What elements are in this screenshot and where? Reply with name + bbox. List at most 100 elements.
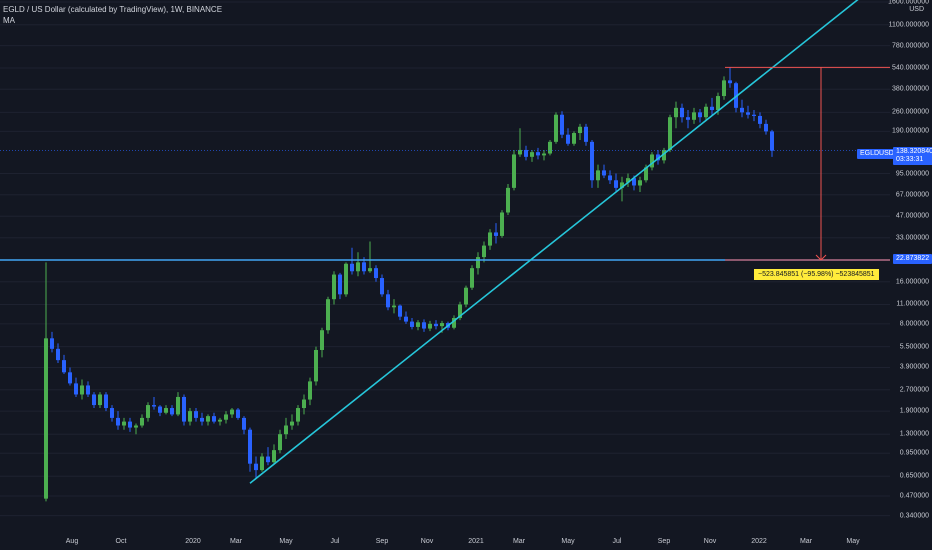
candle-body [170, 408, 174, 415]
price-tick-label: 0.470000 [899, 492, 929, 500]
candle-body [644, 167, 648, 181]
candle-body [548, 141, 552, 154]
candle-body [728, 80, 732, 84]
candle-body [404, 316, 408, 322]
candle-body [290, 421, 294, 426]
candle-body [536, 152, 540, 156]
candle-body [302, 399, 306, 409]
price-tick-label: 16.000000 [895, 278, 929, 286]
candle-body [512, 154, 516, 188]
candle-body [770, 131, 774, 151]
candle-body [146, 405, 150, 418]
candle-body [260, 456, 264, 471]
time-tick-label: Oct [115, 538, 127, 545]
price-tick-label: 1600.000000 [888, 0, 929, 6]
candle-body [194, 411, 198, 418]
candle-body [248, 429, 252, 464]
candle-body [686, 117, 690, 120]
time-tick-label: Nov [703, 538, 717, 545]
price-tick-label: 5.500000 [899, 343, 929, 351]
candle-body [284, 425, 288, 435]
candle-body [542, 153, 546, 156]
candle-body [86, 385, 90, 395]
time-tick-label: Mar [229, 538, 243, 545]
candle-body [152, 405, 156, 407]
candle-body [524, 149, 528, 157]
price-tick-label: 0.950000 [899, 449, 929, 457]
time-tick-label: Sep [657, 538, 671, 545]
indicator-label[interactable]: MA [3, 16, 15, 25]
candle-body [56, 348, 60, 361]
candle-body [614, 180, 618, 188]
candle-body [110, 408, 114, 418]
candle-body [416, 322, 420, 327]
candle-body [320, 330, 324, 350]
candle-body [740, 107, 744, 113]
price-tick-label: 11.000000 [896, 300, 929, 308]
time-tick-label: 2020 [185, 538, 201, 545]
price-tick-label: 2.700000 [899, 386, 929, 394]
price-tick-label: 1.900000 [899, 407, 929, 415]
candle-body [314, 349, 318, 382]
candle-body [368, 268, 372, 272]
price-tick-label: 47.000000 [895, 212, 929, 220]
price-range-label: −523.845851 (−95.98%) −523845851 [754, 269, 879, 280]
candle-body [698, 112, 702, 118]
candle-body [752, 114, 756, 116]
time-tick-label: May [846, 538, 860, 545]
candle-body [470, 268, 474, 288]
candle-body [746, 112, 750, 115]
candle-body [632, 178, 636, 186]
candle-body [128, 421, 132, 428]
price-tick-label: 190.000000 [892, 127, 929, 135]
candle-body [212, 416, 216, 422]
candle-body [74, 383, 78, 395]
candle-body [518, 149, 522, 155]
candle-body [494, 232, 498, 236]
candle-body [104, 394, 108, 409]
candle-body [476, 257, 480, 269]
candle-body [764, 123, 768, 132]
candle-body [308, 381, 312, 400]
candle-body [656, 154, 660, 161]
candle-body [164, 408, 168, 413]
candle-body [182, 396, 186, 422]
price-tick-label: 260.000000 [892, 108, 929, 116]
price-tick-label: 3.900000 [899, 363, 929, 371]
candle-body [710, 106, 714, 111]
candle-body [158, 406, 162, 413]
candle-body [410, 321, 414, 327]
candle-body [386, 294, 390, 308]
candle-body [680, 107, 684, 118]
price-tick-label: 95.000000 [895, 170, 929, 177]
measure-arrow [815, 254, 827, 261]
price-tick-label: 0.650000 [899, 472, 929, 480]
candle-body [650, 154, 654, 168]
bar-countdown: 03:33:31 [896, 156, 924, 163]
time-tick-label: Mar [799, 538, 813, 545]
candle-body [380, 278, 384, 295]
candle-body [350, 263, 354, 272]
candle-body [530, 152, 534, 157]
candle-body [692, 112, 696, 120]
candle-body [620, 182, 624, 188]
candle-body [254, 463, 258, 471]
candle-body [554, 114, 558, 142]
candle-body [116, 417, 120, 426]
candle-body [272, 450, 276, 463]
candle-body [338, 274, 342, 295]
candle-body [176, 396, 180, 415]
candle-body [140, 417, 144, 426]
candle-body [44, 338, 48, 499]
candle-body [578, 126, 582, 134]
candle-body [722, 80, 726, 97]
candle-body [266, 456, 270, 463]
candle-body [716, 96, 720, 111]
candle-body [206, 416, 210, 422]
candle-body [278, 434, 282, 451]
candle-body [92, 394, 96, 406]
time-tick-label: Aug [65, 538, 79, 545]
candle-body [236, 409, 240, 418]
candle-body [428, 323, 432, 329]
